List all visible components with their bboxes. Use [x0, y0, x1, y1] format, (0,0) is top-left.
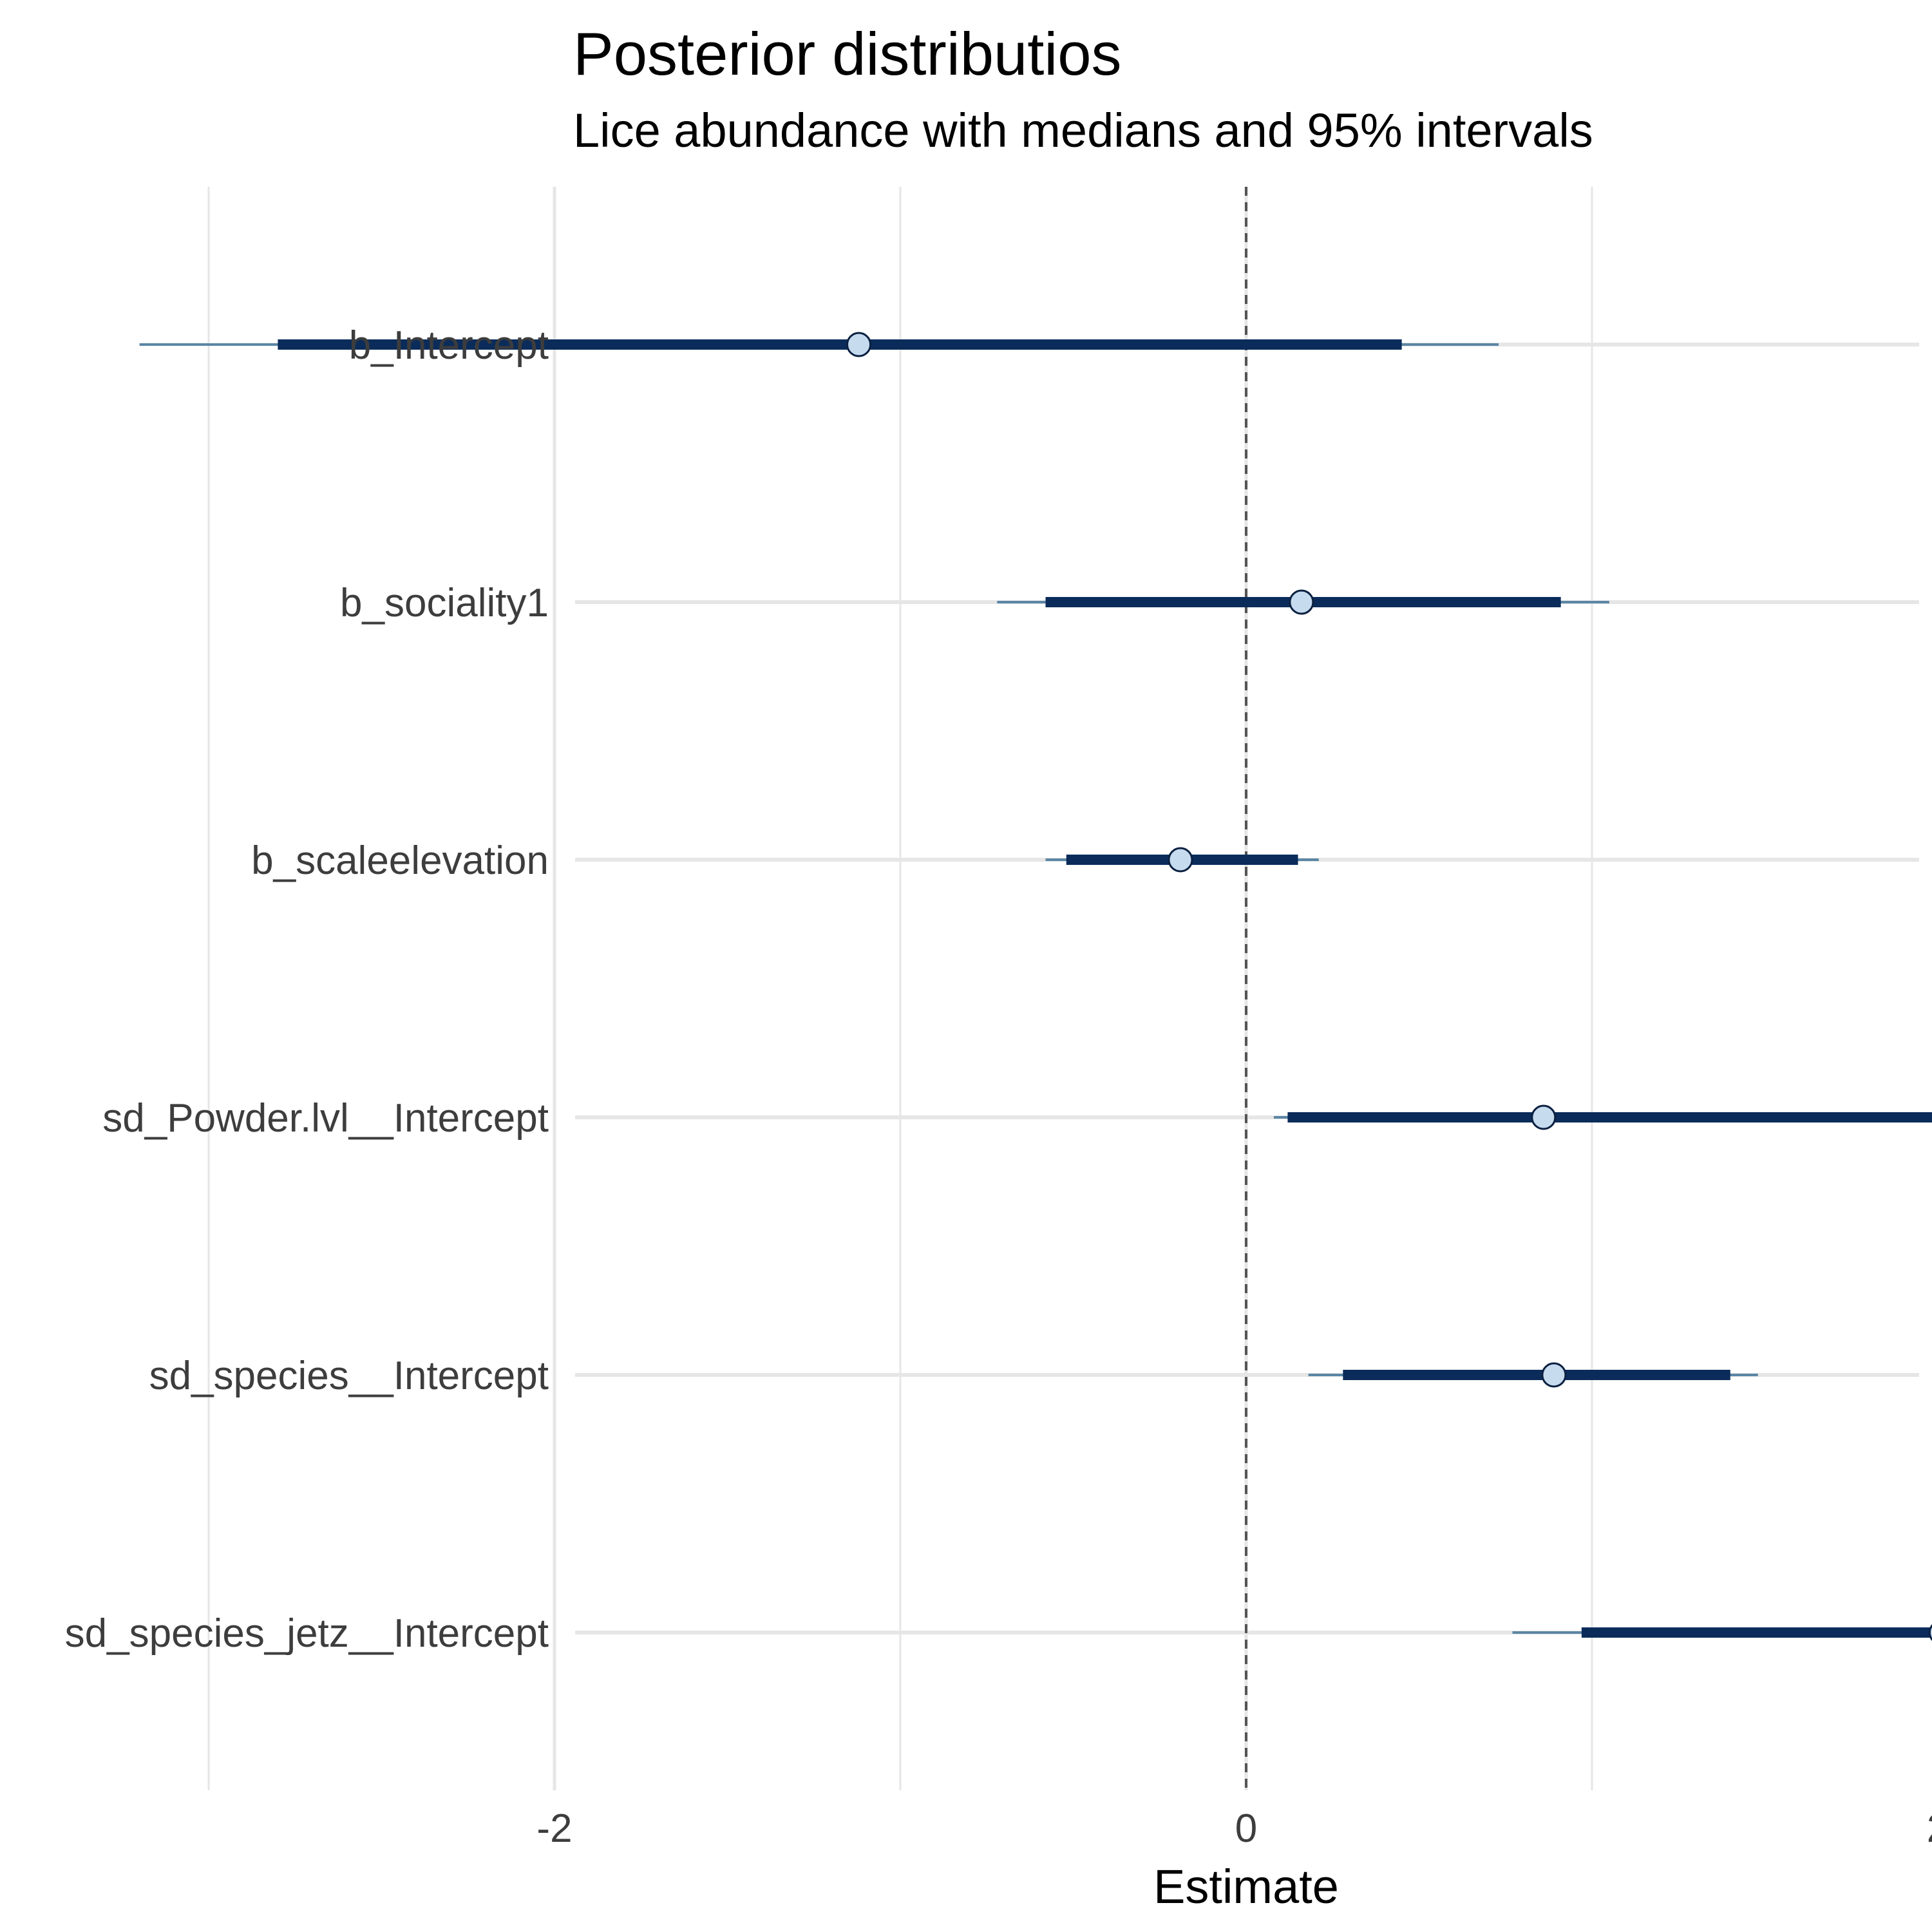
median-point: [1168, 847, 1193, 873]
x-tick-label: -2: [536, 1806, 572, 1851]
parameter-row: [1045, 847, 1319, 873]
x-tick-label: 2: [1927, 1806, 1932, 1851]
parameter-row: [1308, 1362, 1758, 1388]
median-point: [1928, 1624, 1932, 1642]
x-axis-label: Estimate: [1153, 1860, 1339, 1913]
intervals: [139, 332, 1932, 1642]
median-point: [1541, 1362, 1567, 1388]
median-point: [1289, 589, 1314, 615]
chart-subtitle: Lice abundance with medians and 95% inte…: [573, 104, 1593, 157]
x-axis-ticks: -2 0 2: [536, 1806, 1932, 1851]
parameter-row: [1273, 1104, 1932, 1130]
y-axis-label: sd_species__Intercept: [149, 1354, 549, 1398]
y-axis-label: b_sociality1: [340, 581, 549, 625]
parameter-row: [997, 589, 1609, 615]
parameter-row: [1512, 1624, 1932, 1642]
grid: [207, 187, 1919, 1790]
y-axis-labels: b_Intercept b_sociality1 b_scaleelevations…: [65, 323, 549, 1656]
y-axis-label: b_Intercept: [349, 323, 549, 368]
y-axis-label: b_scaleelevation: [251, 838, 549, 883]
median-point: [1531, 1104, 1557, 1130]
parameter-row: [139, 332, 1499, 357]
y-axis-label: sd_species_jetz__Intercept: [65, 1611, 549, 1656]
median-point: [846, 332, 872, 357]
chart-title: Posterior distributios: [573, 20, 1122, 88]
x-tick-label: 0: [1235, 1806, 1257, 1851]
y-axis-label: sd_Powder.lvl__Intercept: [102, 1096, 549, 1141]
